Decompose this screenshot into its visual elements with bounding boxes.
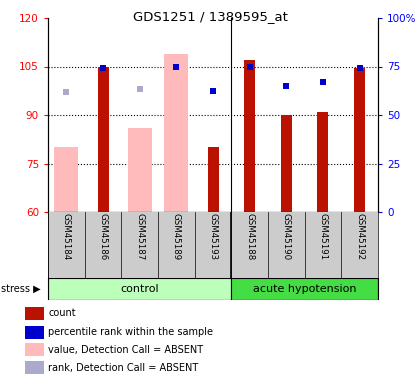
Bar	[25, 361, 44, 374]
Bar	[128, 128, 152, 212]
Text: GSM45189: GSM45189	[172, 213, 181, 261]
Text: count: count	[48, 309, 76, 318]
Bar	[97, 66, 108, 212]
Text: GSM45192: GSM45192	[355, 213, 364, 261]
Bar	[207, 147, 218, 212]
Text: GSM45191: GSM45191	[318, 213, 328, 261]
Text: GSM45188: GSM45188	[245, 213, 254, 261]
Bar	[231, 278, 378, 300]
Text: rank, Detection Call = ABSENT: rank, Detection Call = ABSENT	[48, 363, 199, 372]
Bar	[25, 326, 44, 339]
Bar	[354, 68, 365, 212]
Bar	[25, 343, 44, 356]
Text: value, Detection Call = ABSENT: value, Detection Call = ABSENT	[48, 345, 203, 354]
Text: GSM45193: GSM45193	[208, 213, 218, 261]
Text: GSM45184: GSM45184	[62, 213, 71, 261]
Text: GDS1251 / 1389595_at: GDS1251 / 1389595_at	[133, 10, 287, 24]
Text: control: control	[121, 284, 159, 294]
Bar	[164, 54, 188, 212]
Bar	[281, 115, 292, 212]
Text: stress ▶: stress ▶	[1, 284, 40, 294]
Text: GSM45190: GSM45190	[282, 213, 291, 261]
Text: GSM45186: GSM45186	[99, 213, 108, 261]
Bar	[25, 307, 44, 320]
Text: acute hypotension: acute hypotension	[253, 284, 357, 294]
Bar	[318, 112, 328, 212]
Text: GSM45187: GSM45187	[135, 213, 144, 261]
Bar	[55, 147, 78, 212]
Text: percentile rank within the sample: percentile rank within the sample	[48, 327, 213, 337]
Bar	[48, 278, 231, 300]
Bar	[244, 60, 255, 212]
